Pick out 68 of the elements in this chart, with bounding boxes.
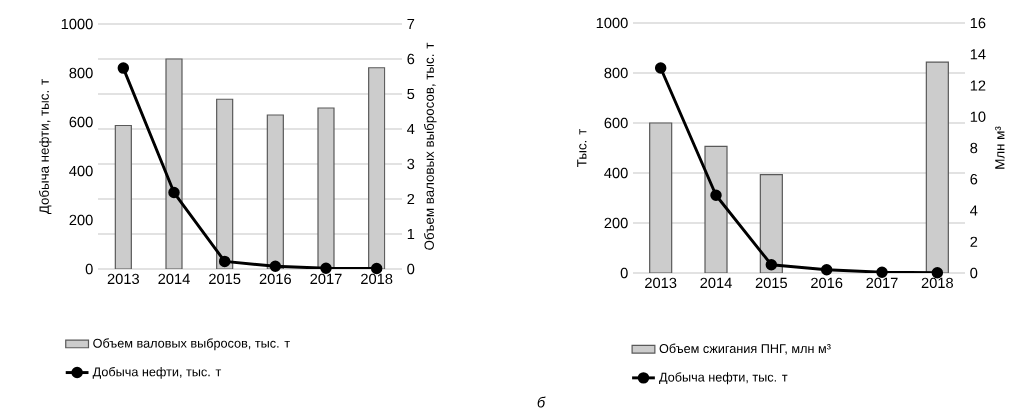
text: б — [537, 396, 546, 408]
legend-label: Добыча нефти, тыс. т — [659, 372, 788, 385]
y2-tick-label: 0 — [407, 263, 415, 275]
x-tick-label: 2017 — [866, 277, 898, 289]
y2-tick-label: 10 — [970, 111, 986, 122]
point — [117, 62, 130, 74]
point — [654, 62, 667, 74]
y-tick-label: 600 — [69, 116, 93, 128]
y2-tick-label: 6 — [407, 53, 415, 65]
bar — [925, 61, 949, 273]
bar — [165, 58, 183, 269]
y2-tick-label: 2 — [407, 193, 415, 205]
x-tick-label: 2018 — [921, 277, 953, 289]
bar — [216, 98, 234, 269]
bar — [114, 124, 132, 269]
x-tick-label: 2018 — [361, 273, 393, 285]
y2-tick-label: 16 — [970, 17, 986, 29]
x-tick-label: 2016 — [259, 273, 291, 285]
x-tick-label: 2014 — [700, 277, 732, 289]
legend-label: Добыча нефти, тыс. т — [92, 366, 222, 379]
y-tick-label: 400 — [604, 167, 628, 179]
point — [320, 262, 332, 274]
y-tick-label: 400 — [69, 165, 93, 177]
y-tick-label: 200 — [69, 214, 93, 226]
x-tick-label: 2015 — [755, 277, 788, 289]
y2-axis-title: Объем валовых выбросов, тыс. т — [424, 42, 437, 250]
bar — [368, 67, 386, 269]
bar — [759, 173, 783, 273]
x-tick-label: 2014 — [158, 273, 190, 285]
x-tick-label: 2013 — [107, 273, 139, 285]
y-tick-label: 1000 — [61, 18, 93, 30]
y2-tick-label: 1 — [407, 228, 415, 240]
y2-tick-label: 4 — [407, 123, 415, 135]
x-tick-label: 2017 — [310, 273, 342, 285]
x-tick-label: 2016 — [811, 277, 843, 289]
y-axis-title: Добыча нефти, тыс. т — [38, 79, 52, 215]
y2-tick-label: 5 — [407, 88, 415, 100]
y-tick-label: 0 — [85, 263, 93, 275]
y2-tick-label: 3 — [407, 158, 415, 170]
y-tick-label: 800 — [604, 67, 628, 79]
y2-axis-title: Млн м³ — [995, 126, 1005, 169]
legend-label: Объем валовых выбросов, тыс. т — [93, 338, 290, 351]
point — [765, 259, 778, 271]
y2-tick-label: 14 — [970, 49, 986, 60]
legend-label: Объем сжигания ПНГ, млн м³ — [659, 343, 831, 355]
point — [876, 266, 888, 278]
point — [168, 186, 180, 199]
point — [820, 264, 833, 276]
x-tick-label: 2015 — [209, 273, 241, 285]
y-tick-label: 200 — [604, 217, 628, 229]
y2-tick-label: 0 — [970, 267, 978, 279]
y2-tick-label: 7 — [407, 18, 415, 30]
point — [710, 189, 722, 201]
point — [218, 255, 231, 268]
y2-tick-label: 2 — [970, 236, 978, 247]
point — [269, 260, 282, 273]
bar — [704, 145, 728, 273]
y2-tick-label: 12 — [970, 80, 986, 91]
y2-tick-label: 8 — [970, 142, 978, 154]
y-tick-label: 800 — [69, 67, 93, 79]
y2-tick-label: 4 — [970, 205, 978, 216]
x-tick-label: 2013 — [645, 277, 677, 289]
bar — [649, 122, 673, 273]
y-tick-label: 600 — [604, 117, 628, 129]
y-tick-label: 0 — [620, 267, 628, 279]
y2-tick-label: 6 — [970, 174, 978, 185]
y-axis-title: Тыс. т — [577, 128, 587, 167]
y-tick-label: 1000 — [596, 17, 628, 29]
